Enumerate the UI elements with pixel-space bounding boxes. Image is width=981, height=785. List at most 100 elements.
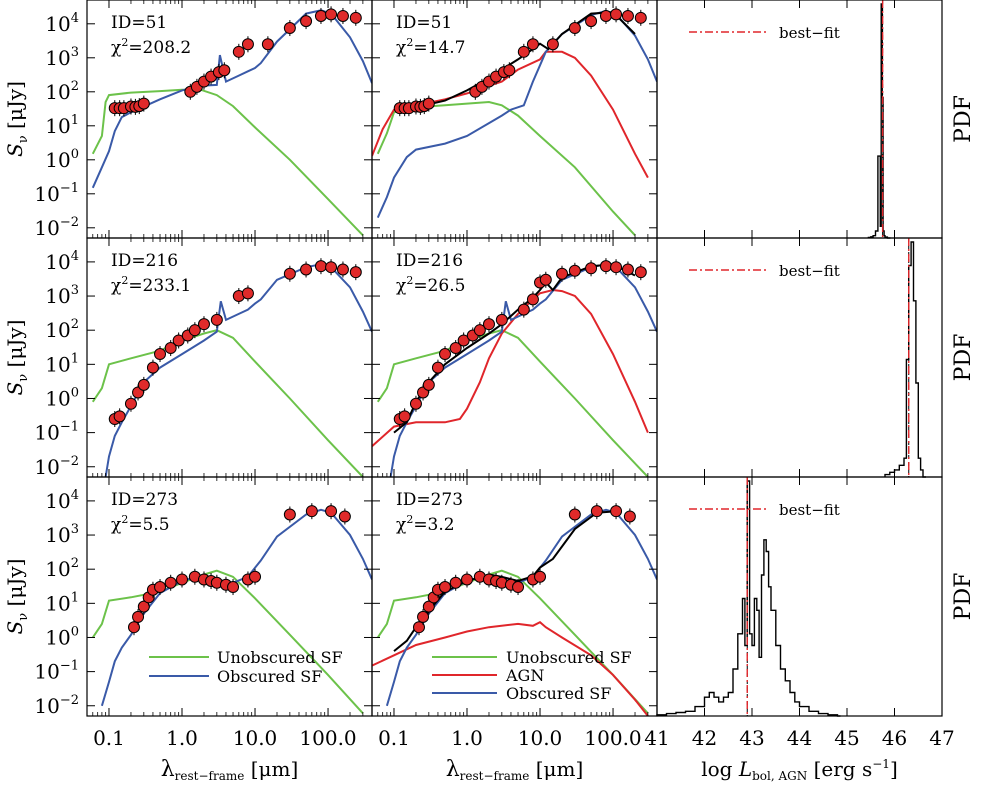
sed-y-axis-label: Sν [μJy] bbox=[3, 81, 31, 157]
sed-data-point bbox=[457, 334, 470, 347]
y-tick-label: 10−1 bbox=[34, 659, 79, 684]
y-tick-label: 10−1 bbox=[34, 420, 79, 445]
sed-y-axis-label: Sν [μJy] bbox=[3, 320, 31, 396]
sed-data-point bbox=[623, 510, 636, 523]
sed-data-point bbox=[137, 97, 150, 110]
sed-curve-unobscured-sf bbox=[376, 100, 636, 236]
sed-data-point bbox=[314, 260, 327, 273]
sed-data-point bbox=[154, 348, 167, 361]
sed-data-point bbox=[526, 293, 539, 306]
pdf-legend-label: best−fit bbox=[779, 501, 840, 519]
sed-data-point bbox=[336, 263, 349, 276]
sed-data-point bbox=[336, 9, 349, 22]
sed-data-point bbox=[449, 576, 462, 589]
sed-data-point bbox=[439, 348, 452, 361]
y-tick-label: 10−2 bbox=[34, 454, 79, 479]
sed-y-axis-label: Sν [μJy] bbox=[3, 559, 31, 635]
x-tick-label: 100.0 bbox=[299, 726, 356, 750]
x-tick-label: 43 bbox=[739, 726, 764, 750]
sed-data-point bbox=[585, 15, 598, 28]
sed-data-point bbox=[124, 397, 137, 410]
sed-data-point bbox=[417, 610, 430, 623]
sed-data-point bbox=[154, 581, 167, 594]
sed-data-point bbox=[210, 313, 223, 326]
panel-frame bbox=[371, 0, 658, 239]
sed-data-point bbox=[349, 11, 362, 24]
source-id-label: ID=273 bbox=[111, 490, 178, 510]
sed-data-point bbox=[349, 266, 362, 279]
chi-squared-label: χ2=26.5 bbox=[396, 274, 465, 296]
y-tick-label: 104 bbox=[45, 249, 79, 274]
chi-squared-label: χ2=208.2 bbox=[111, 36, 191, 58]
sed-data-point bbox=[338, 510, 351, 523]
sed-data-point bbox=[283, 508, 296, 521]
y-tick-label: 10−2 bbox=[34, 215, 79, 240]
source-id-label: ID=216 bbox=[396, 251, 463, 271]
sed-data-point bbox=[610, 505, 623, 518]
sed-data-point bbox=[300, 15, 313, 28]
pdf-panel-row1-right-pdf: best−fit bbox=[656, 0, 943, 239]
sed-data-point bbox=[137, 600, 150, 613]
sed-data-point bbox=[517, 45, 530, 58]
sed-data-point bbox=[422, 378, 435, 391]
x-tick-label: 10.0 bbox=[233, 726, 278, 750]
y-tick-label: 100 bbox=[45, 624, 79, 649]
x-tick-label: 42 bbox=[692, 726, 717, 750]
legend-label-unobscured: Unobscured SF bbox=[506, 648, 632, 667]
pdf-histogram bbox=[884, 241, 926, 478]
y-tick-label: 104 bbox=[45, 488, 79, 513]
y-tick-label: 100 bbox=[45, 147, 79, 172]
y-tick-label: 104 bbox=[45, 11, 79, 36]
y-tick-label: 101 bbox=[45, 590, 79, 615]
sed-curve-agn bbox=[372, 288, 649, 447]
sed-data-point bbox=[127, 621, 140, 634]
sed-data-point bbox=[283, 267, 296, 280]
sed-data-point bbox=[539, 273, 552, 286]
sed-data-point bbox=[227, 581, 240, 594]
x-tick-label: 45 bbox=[834, 726, 859, 750]
sed-data-point bbox=[172, 334, 185, 347]
y-tick-label: 102 bbox=[45, 556, 79, 581]
sed-data-point bbox=[568, 22, 581, 35]
x-tick-label: 41 bbox=[644, 726, 669, 750]
sed-data-point bbox=[534, 570, 547, 583]
sed-data-point bbox=[585, 262, 598, 275]
sed-data-point bbox=[325, 261, 338, 274]
source-id-label: ID=216 bbox=[111, 251, 178, 271]
sed-data-point bbox=[137, 378, 150, 391]
sed-data-point bbox=[568, 264, 581, 277]
source-id-label: ID=51 bbox=[111, 13, 167, 33]
legend-label-unobscured: Unobscured SF bbox=[217, 648, 343, 667]
sed-curve-unobscured-sf bbox=[91, 569, 364, 714]
y-tick-label: 10−2 bbox=[34, 693, 79, 718]
sed-data-point bbox=[113, 410, 126, 423]
pdf-panel-row3-right-pdf: best−fit bbox=[656, 476, 943, 717]
sed-data-point bbox=[546, 38, 559, 51]
pdf-axis-label: PDF bbox=[951, 95, 976, 143]
sed-panel-row1-middle bbox=[371, 0, 658, 239]
pdf-panel-row2-right-pdf: best−fit bbox=[656, 237, 943, 478]
sed-data-point bbox=[305, 505, 318, 518]
y-tick-label: 10−1 bbox=[34, 181, 79, 206]
sed-data-point bbox=[422, 97, 435, 110]
y-tick-label: 101 bbox=[45, 113, 79, 138]
pdf-histogram bbox=[867, 3, 891, 239]
source-id-label: ID=273 bbox=[396, 490, 463, 510]
sed-x-axis-label: λrest−frame [μm] bbox=[161, 757, 299, 783]
sed-data-point bbox=[422, 600, 435, 613]
sed-data-point bbox=[482, 318, 495, 331]
pdf-legend-label: best−fit bbox=[779, 24, 840, 42]
sed-data-point bbox=[325, 505, 338, 518]
sed-data-point bbox=[449, 342, 462, 355]
sed-panel-row1-left bbox=[86, 0, 373, 239]
legend-label-agn: AGN bbox=[505, 666, 544, 685]
sed-data-point bbox=[132, 610, 145, 623]
chi-squared-label: χ2=14.7 bbox=[396, 36, 465, 58]
x-tick-label: 1.0 bbox=[451, 726, 483, 750]
sed-data-point bbox=[409, 397, 422, 410]
sed-data-point bbox=[590, 505, 603, 518]
sed-data-point bbox=[146, 361, 159, 374]
pdf-legend-label: best−fit bbox=[779, 262, 840, 280]
source-id-label: ID=51 bbox=[396, 13, 452, 33]
legend-label-obscured: Obscured SF bbox=[217, 667, 322, 686]
